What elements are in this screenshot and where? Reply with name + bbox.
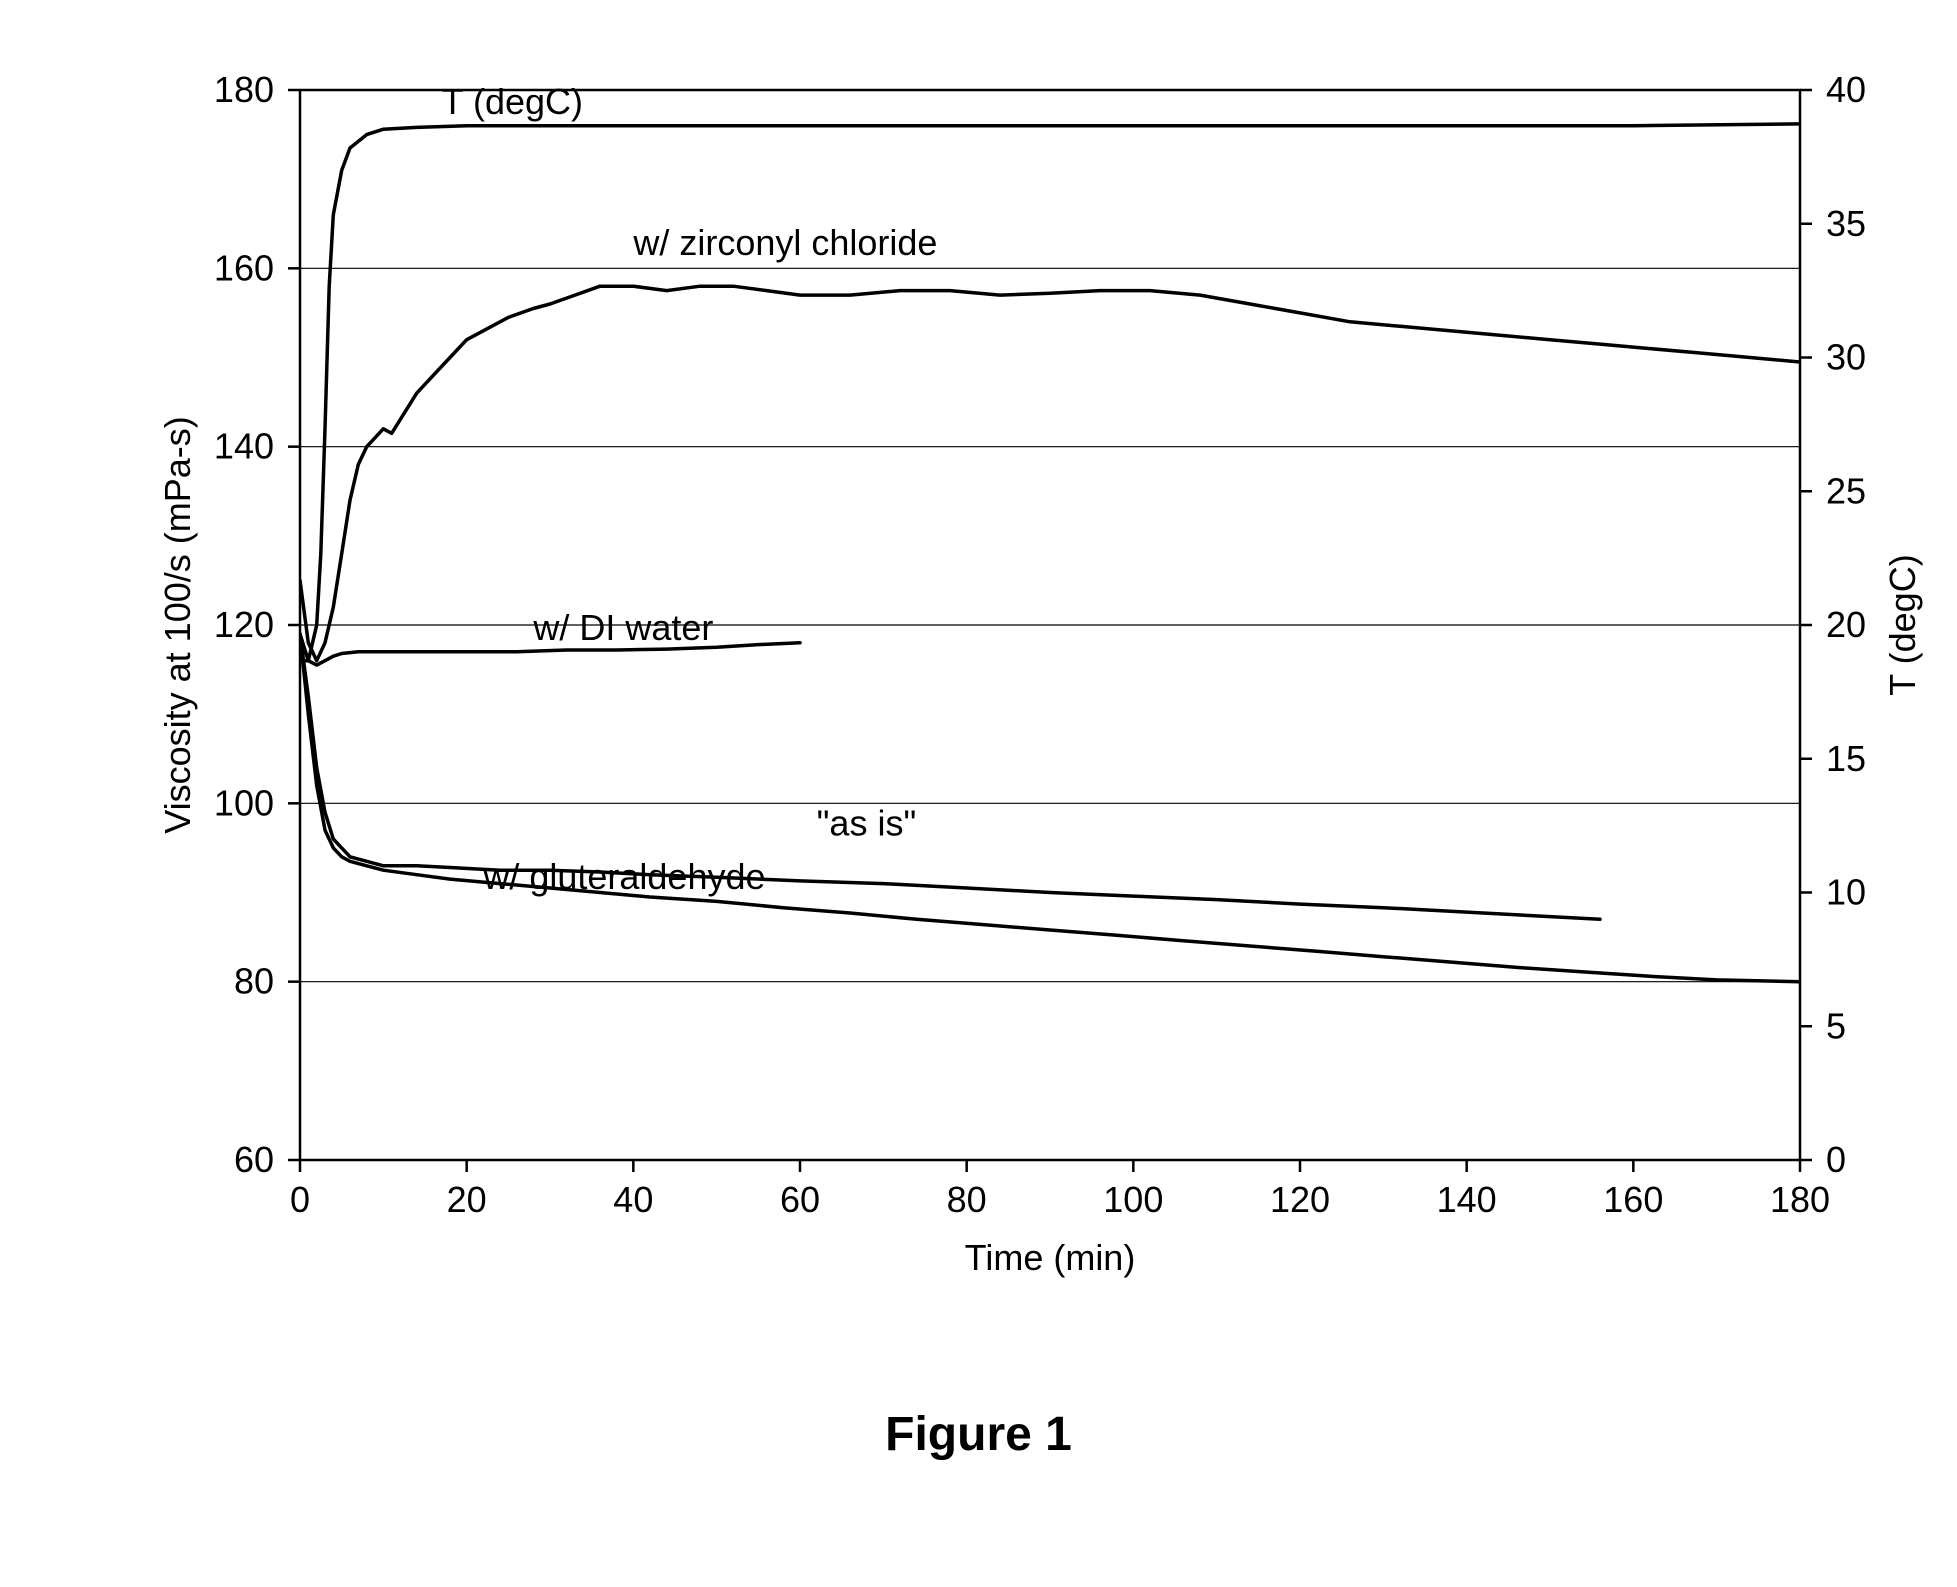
y-left-tick-label: 80 — [234, 961, 274, 1002]
y-right-axis-label: T (degC) — [1882, 554, 1923, 695]
x-tick-label: 180 — [1770, 1179, 1830, 1220]
x-axis-label: Time (min) — [965, 1237, 1136, 1278]
y-right-tick-label: 25 — [1826, 470, 1866, 511]
x-tick-label: 120 — [1270, 1179, 1330, 1220]
y-right-tick-label: 40 — [1826, 69, 1866, 110]
series-label-di-water: w/ DI water — [532, 607, 713, 648]
x-tick-label: 160 — [1603, 1179, 1663, 1220]
series-label-temperature: T (degC) — [442, 81, 583, 122]
chart-svg: 0204060801001201401601806080100120140160… — [0, 0, 1957, 1587]
y-left-tick-label: 160 — [214, 247, 274, 288]
series-label-as-is: "as is" — [817, 802, 917, 843]
y-right-tick-label: 10 — [1826, 872, 1866, 913]
y-right-tick-label: 5 — [1826, 1005, 1846, 1046]
y-right-tick-label: 30 — [1826, 337, 1866, 378]
chart-container: 0204060801001201401601806080100120140160… — [0, 0, 1957, 1587]
y-left-tick-label: 100 — [214, 782, 274, 823]
x-tick-label: 140 — [1437, 1179, 1497, 1220]
y-left-axis-label: Viscosity at 100/s (mPa-s) — [157, 416, 198, 833]
y-left-tick-label: 180 — [214, 69, 274, 110]
x-tick-label: 80 — [947, 1179, 987, 1220]
x-tick-label: 100 — [1103, 1179, 1163, 1220]
x-tick-label: 40 — [613, 1179, 653, 1220]
x-tick-label: 60 — [780, 1179, 820, 1220]
y-right-tick-label: 0 — [1826, 1139, 1846, 1180]
x-tick-label: 0 — [290, 1179, 310, 1220]
series-label-gluteraldehyde: w/ gluteraldehyde — [482, 856, 765, 897]
series-label-zirconyl-chloride: w/ zirconyl chloride — [632, 222, 937, 263]
y-left-tick-label: 140 — [214, 426, 274, 467]
y-right-tick-label: 15 — [1826, 738, 1866, 779]
y-right-tick-label: 20 — [1826, 604, 1866, 645]
figure-caption: Figure 1 — [885, 1408, 1072, 1461]
y-left-tick-label: 120 — [214, 604, 274, 645]
y-left-tick-label: 60 — [234, 1139, 274, 1180]
y-right-tick-label: 35 — [1826, 203, 1866, 244]
x-tick-label: 20 — [447, 1179, 487, 1220]
